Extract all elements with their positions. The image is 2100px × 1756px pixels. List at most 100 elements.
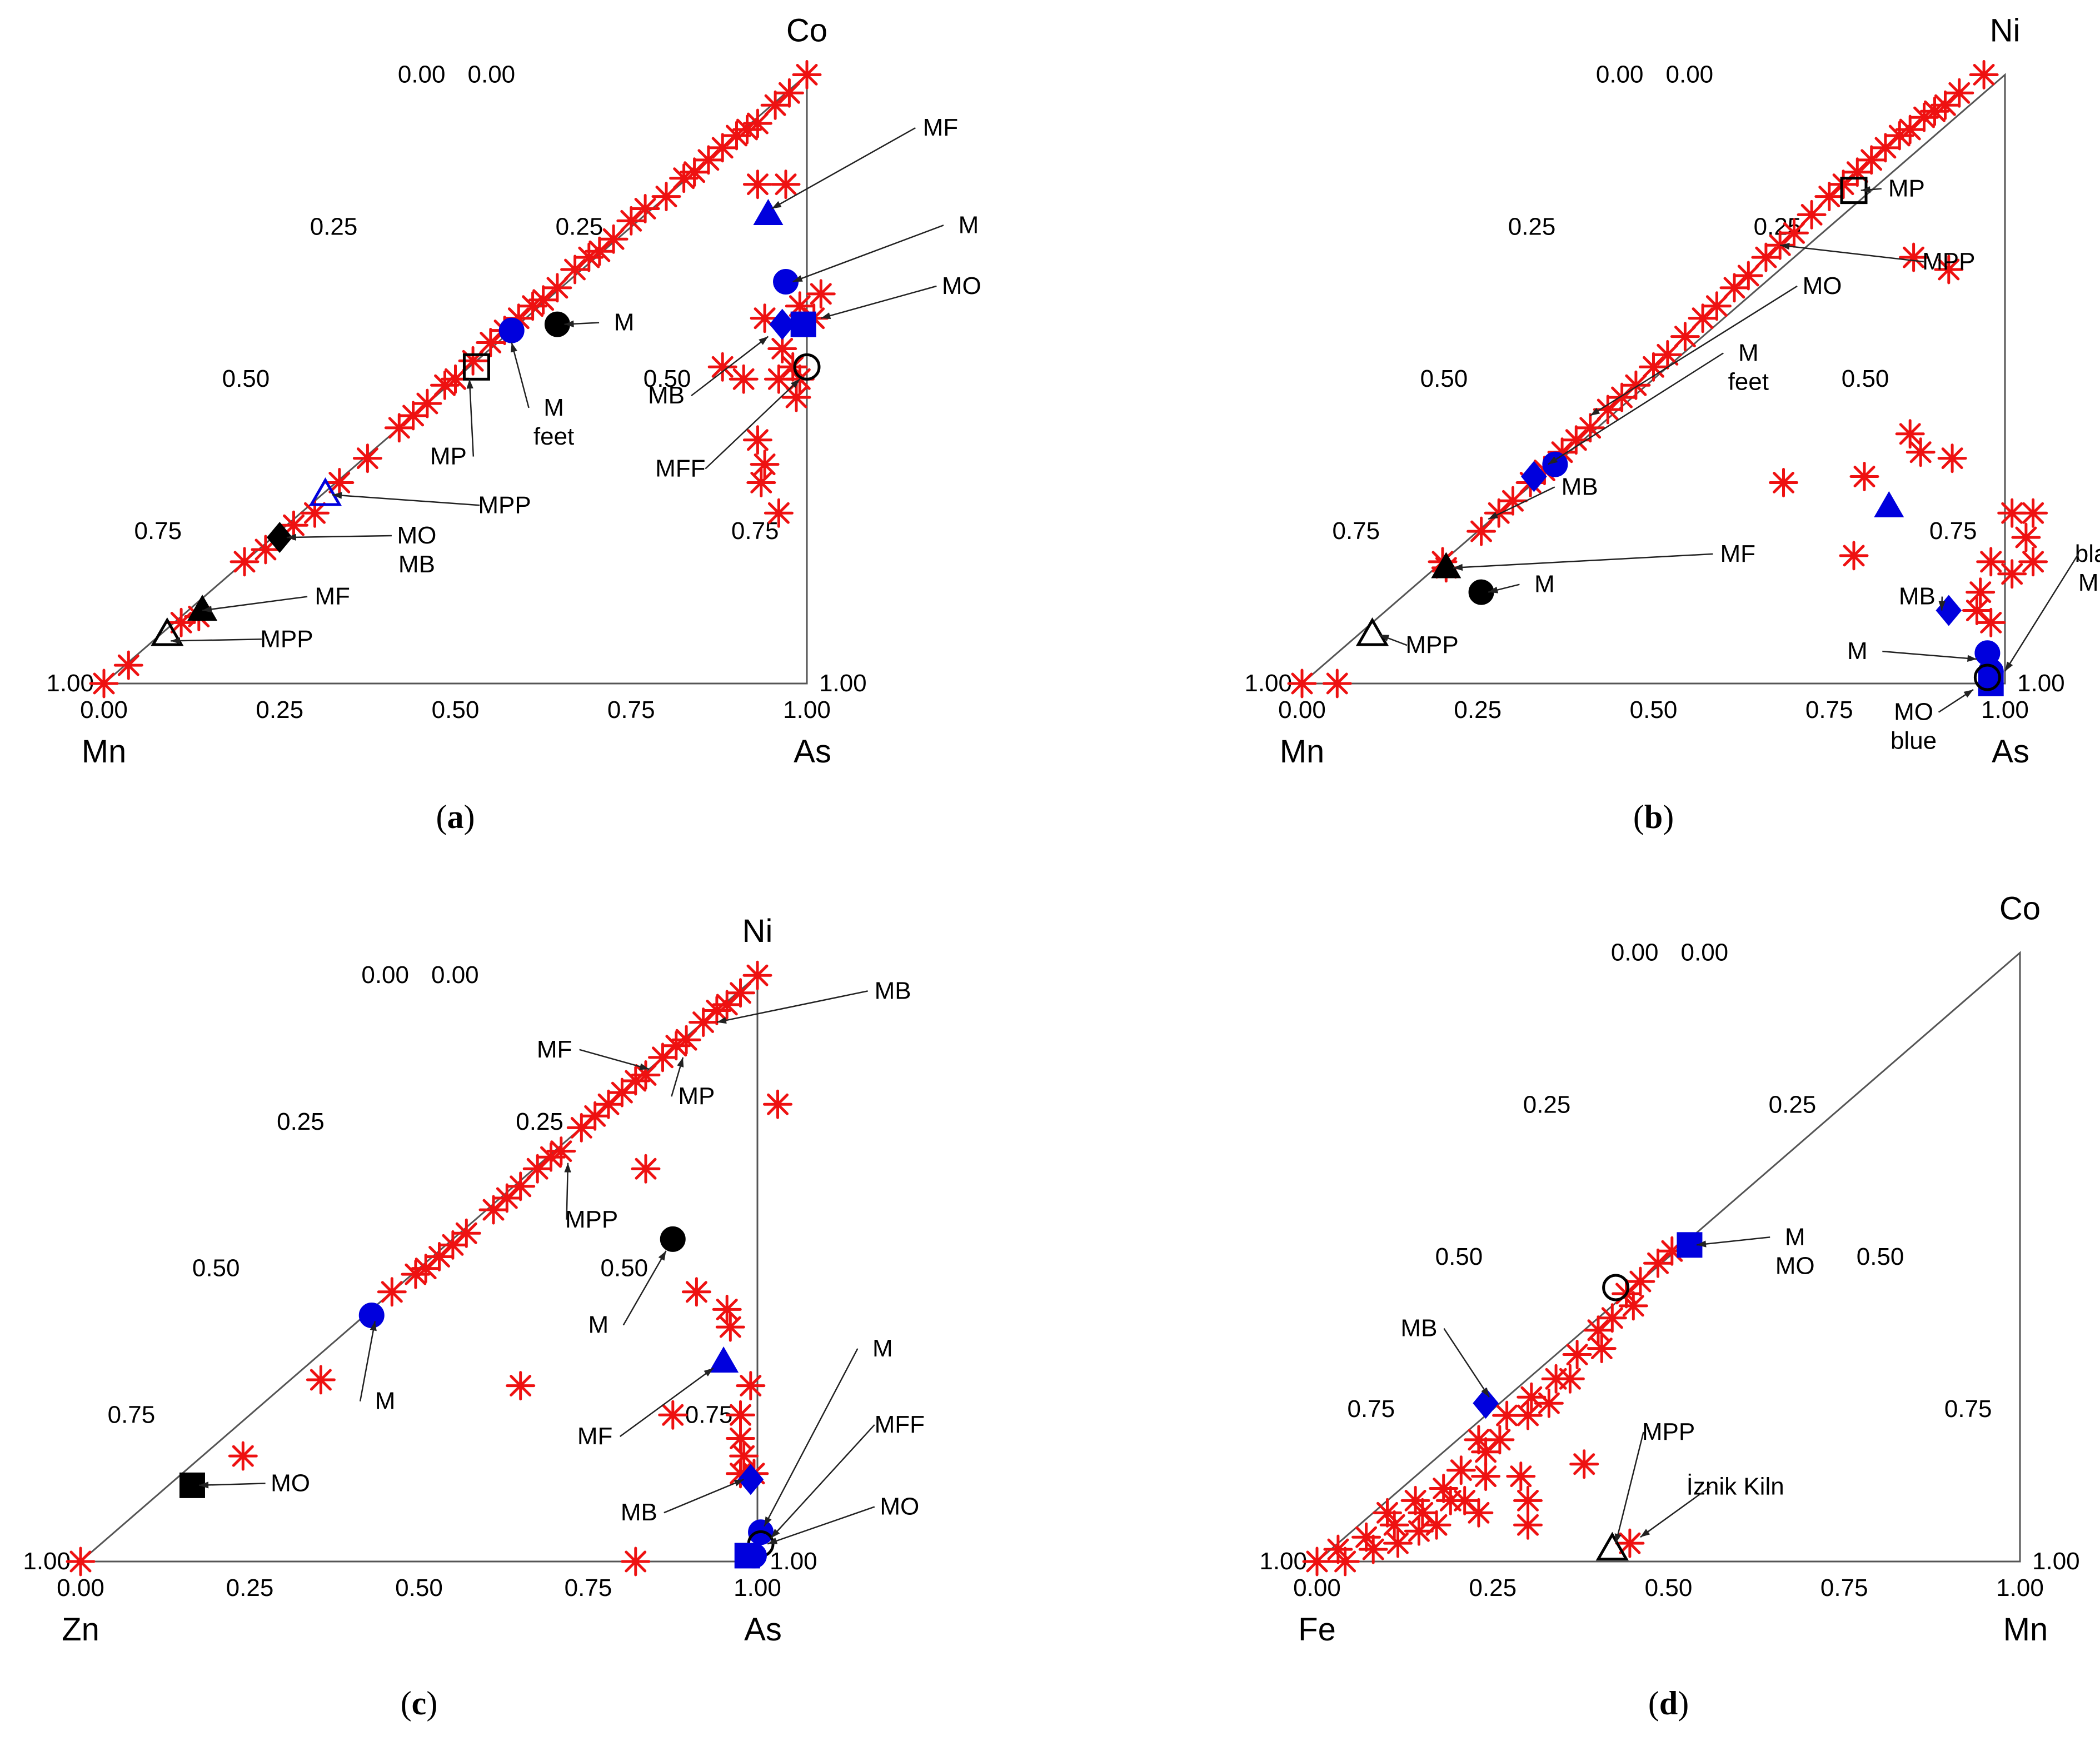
sample-point — [1625, 1266, 1655, 1296]
sample-point — [536, 1142, 566, 1172]
diamond-marker — [1936, 595, 1962, 626]
annotation-label: MB — [1400, 1315, 1437, 1342]
sample-point — [2018, 547, 2048, 577]
corner-label-left: Mn — [82, 734, 127, 770]
sample-point — [279, 510, 308, 540]
triangle-marker — [709, 1346, 739, 1373]
annotation-arrow — [691, 336, 769, 397]
arrow-head — [764, 1516, 772, 1526]
sample-point — [1733, 261, 1763, 291]
annotation-label: MO — [397, 522, 436, 549]
right-tick-label: 1.00 — [2032, 1548, 2080, 1575]
arrow-head — [171, 637, 181, 645]
sample-point — [1466, 516, 1497, 546]
annotation-arrow — [202, 596, 308, 611]
sample-point — [707, 133, 737, 163]
sample-point — [425, 1242, 454, 1271]
circle-marker — [773, 268, 799, 295]
annotation-arrow — [1640, 1486, 1711, 1538]
annotation-arrow — [332, 494, 480, 506]
arrow-head — [677, 1057, 684, 1067]
left-tick-label: 0.00 — [1596, 61, 1644, 88]
annotation: MPP — [171, 625, 313, 652]
sample-point — [1513, 1510, 1543, 1540]
sample-point — [251, 535, 281, 565]
arrow-head — [1860, 186, 1871, 193]
annotation-label: MFF — [655, 455, 705, 482]
sample-point — [1575, 413, 1605, 443]
sample-point — [729, 1441, 759, 1471]
annotation: MB — [716, 977, 911, 1024]
sample-point — [621, 1066, 651, 1096]
corner-label-left: Fe — [1298, 1612, 1336, 1648]
annotation-arrow — [764, 1348, 859, 1527]
sample-point — [476, 328, 506, 357]
sample-point — [1966, 577, 1996, 607]
sample-point — [1962, 596, 1992, 625]
sample-point — [1607, 382, 1637, 412]
arrow-head — [771, 1529, 780, 1538]
sample-point — [1909, 102, 1939, 132]
right-tick-label: 1.00 — [770, 1548, 817, 1575]
left-tick-label: 0.75 — [108, 1401, 156, 1428]
sample-point — [1404, 1516, 1434, 1546]
panel-caption: (b) — [1633, 799, 1674, 835]
annotation-label: feet — [533, 423, 574, 450]
bottom-tick-label: 0.50 — [1630, 696, 1678, 724]
arrow-head — [716, 1017, 727, 1024]
left-tick-label: 1.00 — [46, 670, 94, 697]
sample-point — [1779, 218, 1809, 248]
arrow-head — [734, 1479, 744, 1486]
sample-point — [325, 468, 355, 497]
annotation: M — [792, 211, 979, 283]
sample-point — [546, 1136, 576, 1166]
bottom-tick-label: 1.00 — [734, 1574, 781, 1602]
annotation: M — [764, 1335, 893, 1527]
bottom-tick-label: 0.50 — [432, 696, 480, 724]
annotation: M — [1847, 637, 1977, 665]
sample-point — [1639, 352, 1668, 382]
annotation-arrow — [664, 1479, 745, 1514]
annotation-label: M — [375, 1388, 396, 1415]
left-tick-label: 0.50 — [192, 1255, 240, 1282]
sample-point — [1471, 1437, 1501, 1467]
sample-point — [1653, 340, 1683, 370]
sample-point — [1976, 607, 2006, 637]
annotation-arrow — [468, 379, 475, 457]
annotation-arrow — [1548, 352, 1724, 465]
sample-point — [1513, 1400, 1543, 1430]
sample-point — [585, 236, 615, 266]
left-tick-label: 0.75 — [134, 517, 182, 545]
annotation-label: MF — [315, 583, 350, 610]
sample-point — [1895, 114, 1925, 144]
sample-point — [680, 157, 710, 187]
annotation-label: MPP — [1922, 248, 1975, 275]
annotation: MF — [202, 583, 350, 613]
sample-point — [1464, 1425, 1494, 1455]
annotation-arrow — [566, 1163, 569, 1220]
sample-point — [411, 1254, 441, 1284]
sample-point — [722, 121, 751, 151]
bottom-tick-label: 0.25 — [256, 696, 303, 724]
annotation-label: MB — [875, 977, 911, 1004]
sample-point — [1849, 462, 1879, 491]
sample-point — [528, 285, 558, 315]
arrow-head — [658, 1250, 666, 1261]
annotation-label: MFF — [875, 1411, 925, 1438]
corner-label-right: As — [794, 734, 831, 770]
arrow-head — [1488, 512, 1499, 520]
sample-point — [300, 498, 330, 528]
sample-point — [1587, 1334, 1617, 1364]
sample-point — [1446, 1455, 1476, 1485]
sample-point — [1593, 395, 1623, 425]
annotation-arrow — [705, 378, 801, 470]
annotation-label: MO — [1775, 1252, 1815, 1279]
sample-point — [658, 1400, 688, 1430]
sample-point — [1429, 1474, 1459, 1503]
arrow-head — [1488, 586, 1499, 593]
left-tick-label: 0.00 — [1611, 939, 1659, 966]
sample-point — [1969, 60, 1999, 89]
sample-point — [715, 1312, 745, 1342]
annotation: MPP — [1379, 631, 1459, 658]
sample-point — [1895, 419, 1925, 449]
